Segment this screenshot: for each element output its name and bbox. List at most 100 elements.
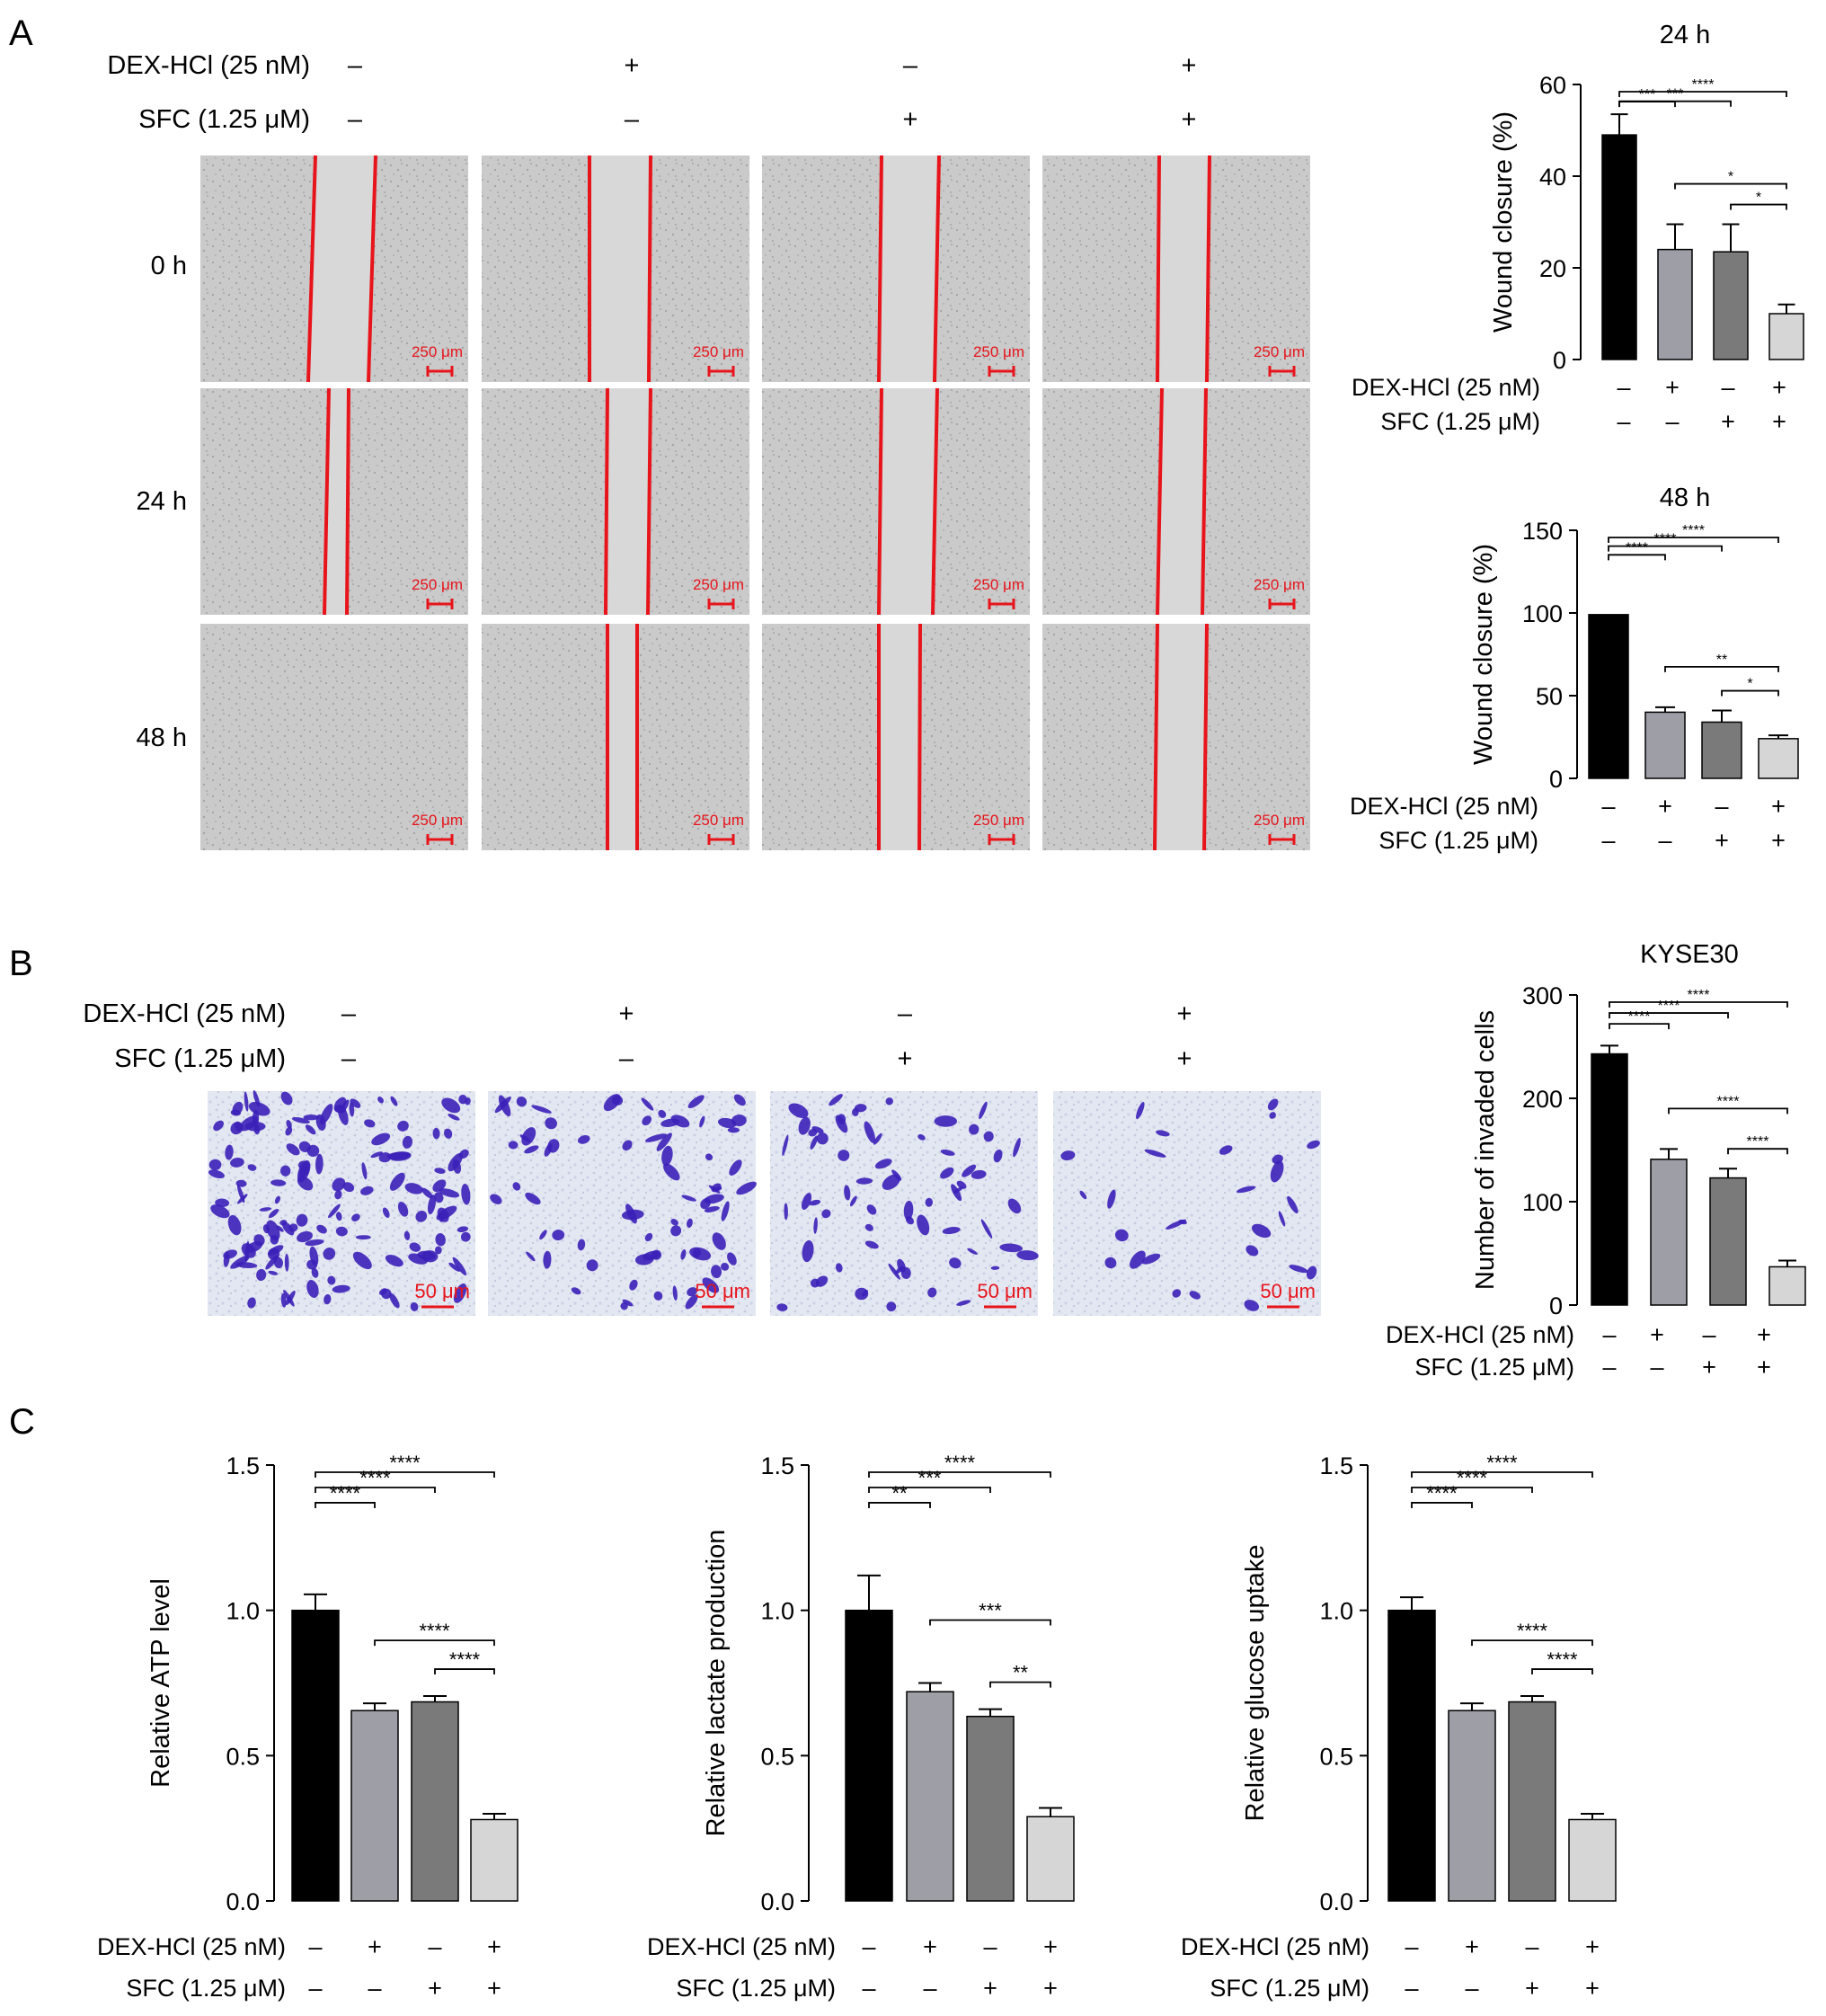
invaded-cell <box>439 1188 460 1198</box>
wound-line <box>306 155 317 383</box>
invaded-cell <box>371 1132 391 1146</box>
invaded-cell <box>311 1267 319 1278</box>
dex-sign: + <box>1585 1933 1600 1960</box>
wound-gap <box>1157 388 1206 615</box>
invaded-cell <box>663 1163 680 1181</box>
invaded-cell <box>306 1259 318 1270</box>
significance-bracket <box>374 1639 495 1647</box>
bar <box>1713 251 1749 360</box>
invaded-cell <box>332 1177 346 1192</box>
invaded-cell <box>874 1159 892 1169</box>
invaded-cell <box>382 1207 390 1218</box>
panel-letter-b: B <box>9 944 33 983</box>
significance-bracket <box>1471 1639 1593 1647</box>
invaded-cell <box>864 1121 876 1143</box>
sfc-label: SFC (1.25 μM) <box>138 105 310 134</box>
wound-gap <box>606 388 651 615</box>
y-tick-label: 0.0 <box>760 1888 794 1915</box>
bar <box>1568 1818 1617 1902</box>
significance-label: ** <box>1716 653 1727 668</box>
invaded-cell <box>521 1127 536 1146</box>
invaded-cell <box>452 1257 467 1276</box>
invaded-cell <box>983 1131 994 1142</box>
sfc-sign: – <box>1602 1354 1616 1381</box>
invaded-cell <box>259 1207 272 1212</box>
sfc-sign: + <box>1757 1354 1771 1381</box>
invaded-cell <box>435 1233 446 1247</box>
invaded-cell <box>885 1097 893 1106</box>
invaded-cell <box>415 1211 428 1222</box>
invaded-cell <box>577 1239 586 1251</box>
significance-bracket <box>315 1487 436 1493</box>
y-tick-label: 1.0 <box>1319 1598 1353 1625</box>
bar <box>1588 614 1629 779</box>
invaded-cell <box>1306 1266 1317 1280</box>
wound-line <box>877 155 883 383</box>
invaded-cell <box>316 1224 327 1234</box>
y-tick-label: 100 <box>1522 600 1563 627</box>
bar <box>1701 721 1742 779</box>
wound-gap <box>589 155 651 382</box>
y-tick-label: 200 <box>1522 1086 1563 1113</box>
invaded-cell <box>241 1243 256 1258</box>
dex-sign: – <box>308 1933 322 1960</box>
invaded-cell <box>508 1141 519 1150</box>
significance-bracket <box>1411 1502 1473 1508</box>
sfc-sign-4: + <box>1177 1044 1192 1073</box>
invaded-cell <box>524 1145 539 1154</box>
invaded-cell <box>971 1169 987 1179</box>
invaded-cell <box>854 1104 867 1113</box>
dex-sign: + <box>923 1933 937 1960</box>
scale-bar-label: 250 μm <box>973 343 1024 360</box>
invaded-cell <box>434 1168 446 1174</box>
invaded-cell <box>280 1091 293 1106</box>
significance-bracket <box>1609 1001 1788 1008</box>
invaded-cell <box>855 1177 873 1185</box>
significance-label: **** <box>1654 532 1677 547</box>
invaded-cell <box>323 1248 336 1260</box>
invaded-cell <box>956 1180 967 1189</box>
y-tick-label: 1.5 <box>226 1452 260 1479</box>
invaded-cell <box>586 1259 598 1272</box>
invaded-cell <box>577 1135 590 1144</box>
sfc-sign: + <box>983 1975 997 2002</box>
wound-gap <box>879 388 937 615</box>
invaded-cell <box>498 1095 511 1117</box>
sfc-sign: + <box>1525 1975 1539 2002</box>
significance-label: **** <box>449 1648 481 1671</box>
invaded-cell <box>247 1297 256 1309</box>
invaded-cell <box>656 1132 672 1151</box>
scale-bar-label: 50 μm <box>977 1280 1033 1302</box>
invaded-cell <box>315 1114 326 1131</box>
sfc-sign: – <box>923 1975 936 2002</box>
sfc-label: SFC (1.25 μM) <box>1414 1354 1574 1381</box>
time-label-0h: 0 h <box>151 252 187 280</box>
invaded-cell <box>531 1105 552 1114</box>
invaded-cell <box>969 1123 979 1135</box>
invaded-cell <box>276 1225 284 1232</box>
invaded-cell <box>962 1164 977 1177</box>
invaded-cell <box>629 1279 638 1291</box>
wound-line <box>647 155 652 383</box>
dex-sign-3: – <box>903 51 918 80</box>
significance-bracket <box>434 1668 495 1675</box>
chart-lactate: 0.0 0.5 1.0 1.5 Relative lactate production *… <box>647 1452 1075 2002</box>
invaded-cell <box>1307 1140 1320 1150</box>
significance-bracket <box>315 1502 376 1508</box>
sfc-sign: + <box>1585 1975 1600 2002</box>
bar <box>906 1691 954 1902</box>
wound-line <box>345 387 350 616</box>
invaded-cell <box>1107 1189 1116 1209</box>
invaded-cell <box>979 1101 988 1120</box>
significance-label: **** <box>1628 1009 1651 1025</box>
dex-sign: – <box>1405 1933 1418 1960</box>
wound-gap <box>879 155 939 382</box>
dex-sign: + <box>1650 1321 1664 1348</box>
invaded-cell <box>437 1207 449 1222</box>
bar <box>350 1710 399 1902</box>
invaded-cell <box>352 1251 372 1270</box>
invaded-cell <box>643 1250 660 1261</box>
invaded-cell <box>809 1199 821 1206</box>
